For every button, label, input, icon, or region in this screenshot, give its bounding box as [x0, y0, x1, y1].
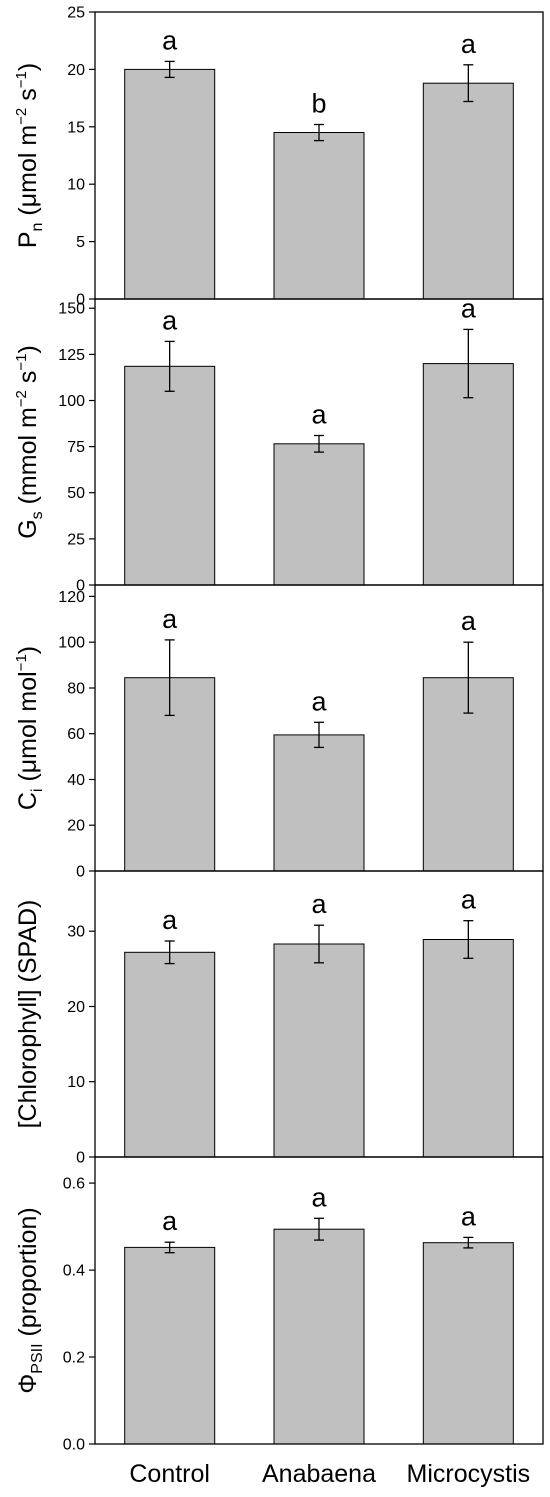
bar-control	[124, 1246, 216, 1445]
significance-letter: a	[461, 885, 477, 915]
y-tick-label: 50	[67, 485, 85, 502]
y-tick-label: 20	[67, 62, 85, 79]
y-tick-label: 20	[67, 818, 85, 835]
significance-letter: b	[311, 89, 326, 119]
y-tick-label: 0.0	[63, 1437, 85, 1454]
significance-letter: a	[162, 25, 178, 55]
x-category-label-microcystis: Microcystis	[407, 1460, 531, 1488]
y-axis-title: ΦPSII (proportion)	[14, 1207, 46, 1393]
significance-letter: a	[311, 400, 327, 430]
y-axis-title: Gs (mmol m−2 s−1)	[13, 345, 46, 539]
significance-letter: a	[461, 29, 477, 59]
panel-4: a a a 0 10 20 30 [Chlorophyll] (SPAD)	[14, 870, 544, 1167]
bar-control	[124, 68, 216, 300]
bar-microcystis	[422, 1242, 514, 1445]
significance-letter: a	[162, 905, 178, 935]
y-tick-label: 75	[67, 439, 85, 456]
y-tick-label: 100	[58, 393, 85, 410]
y-tick-label: 20	[67, 999, 85, 1016]
significance-letter: a	[162, 1206, 178, 1236]
significance-letter: a	[461, 293, 477, 323]
y-tick-label: 0	[76, 292, 85, 309]
y-tick-label: 150	[58, 301, 85, 318]
significance-letter: a	[162, 604, 178, 634]
y-tick-label: 125	[58, 347, 85, 364]
bar-control	[124, 951, 216, 1158]
y-tick-label: 25	[67, 5, 85, 22]
significance-letter: a	[461, 606, 477, 636]
significance-letter: a	[311, 1182, 327, 1212]
bar-anabaena	[273, 943, 365, 1158]
bar-microcystis	[422, 363, 514, 586]
y-tick-label: 10	[67, 1074, 85, 1091]
y-axis-title: Ci (μmol mol−1)	[13, 646, 46, 810]
panel-2: a a a 0 25 50 75 100 125 150 Gs (mmol m−2 s−1)	[13, 293, 544, 595]
y-tick-label: 10	[67, 177, 85, 194]
significance-letter: a	[162, 305, 178, 335]
significance-letter: a	[311, 889, 327, 919]
significance-letter: a	[311, 686, 327, 716]
bar-anabaena	[273, 734, 365, 872]
y-tick-label: 0.4	[63, 1263, 85, 1280]
bar-anabaena	[273, 132, 365, 300]
y-axis-title: [Chlorophyll] (SPAD)	[14, 900, 42, 1129]
bar-control	[124, 365, 216, 586]
y-tick-label: 0	[76, 864, 85, 881]
plot-frame	[94, 1156, 544, 1445]
panel-1: a b a 0 5 10 15 20 25 Pn (μmol m−2 s−1)	[13, 5, 544, 309]
y-tick-label: 0.2	[63, 1350, 85, 1367]
y-tick-label: 5	[76, 234, 85, 251]
y-tick-label: 25	[67, 531, 85, 548]
y-tick-label: 30	[67, 924, 85, 941]
y-tick-label: 120	[58, 589, 85, 606]
y-axis-title: Pn (μmol m−2 s−1)	[13, 63, 46, 248]
y-tick-label: 0.6	[63, 1176, 85, 1193]
panel-5: a a a 0.0 0.2 0.4 0.6 ΦPSII (proportion)	[14, 1156, 544, 1454]
x-category-label-control: Control	[129, 1460, 210, 1488]
y-tick-label: 0	[76, 578, 85, 595]
panel-3: a a a 0 20 40 60 80 100 120 Ci (μmol mol−1)	[13, 584, 544, 881]
significance-letter: a	[461, 1201, 477, 1231]
y-tick-label: 100	[58, 635, 85, 652]
x-category-label-anabaena: Anabaena	[262, 1460, 376, 1488]
y-tick-label: 15	[67, 119, 85, 136]
bar-anabaena	[273, 1228, 365, 1445]
bar-microcystis	[422, 82, 514, 300]
y-tick-label: 0	[76, 1150, 85, 1167]
bar-anabaena	[273, 443, 365, 586]
y-tick-label: 40	[67, 772, 85, 789]
bar-microcystis	[422, 939, 514, 1158]
y-tick-label: 60	[67, 726, 85, 743]
y-tick-label: 80	[67, 681, 85, 698]
